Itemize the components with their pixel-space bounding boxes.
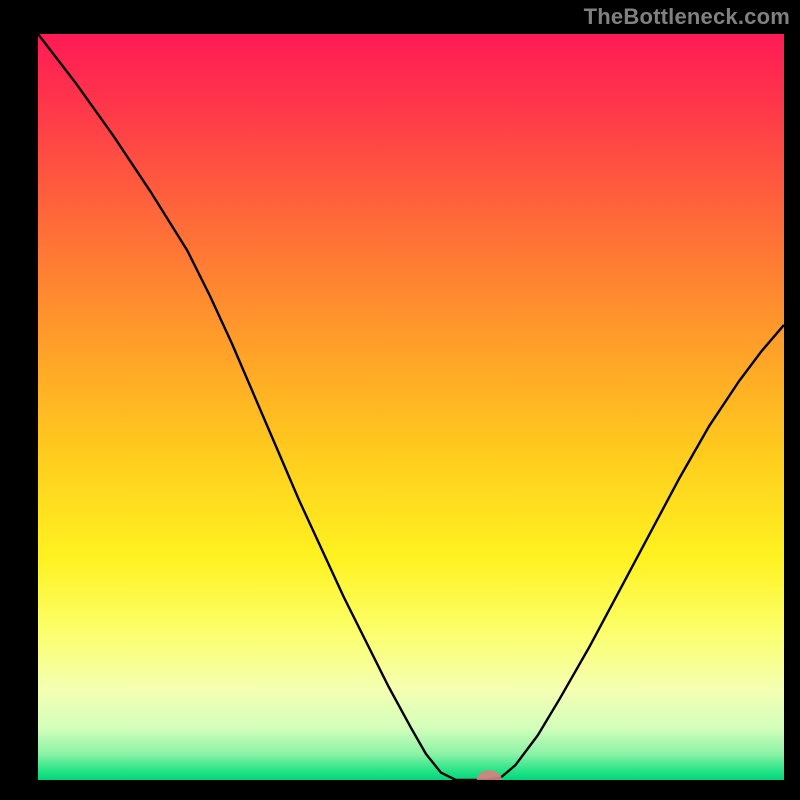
bottleneck-chart xyxy=(38,34,784,780)
plot-area xyxy=(38,34,784,780)
gradient-background xyxy=(38,34,784,780)
chart-frame: TheBottleneck.com xyxy=(0,0,800,800)
attribution-text: TheBottleneck.com xyxy=(584,4,790,30)
